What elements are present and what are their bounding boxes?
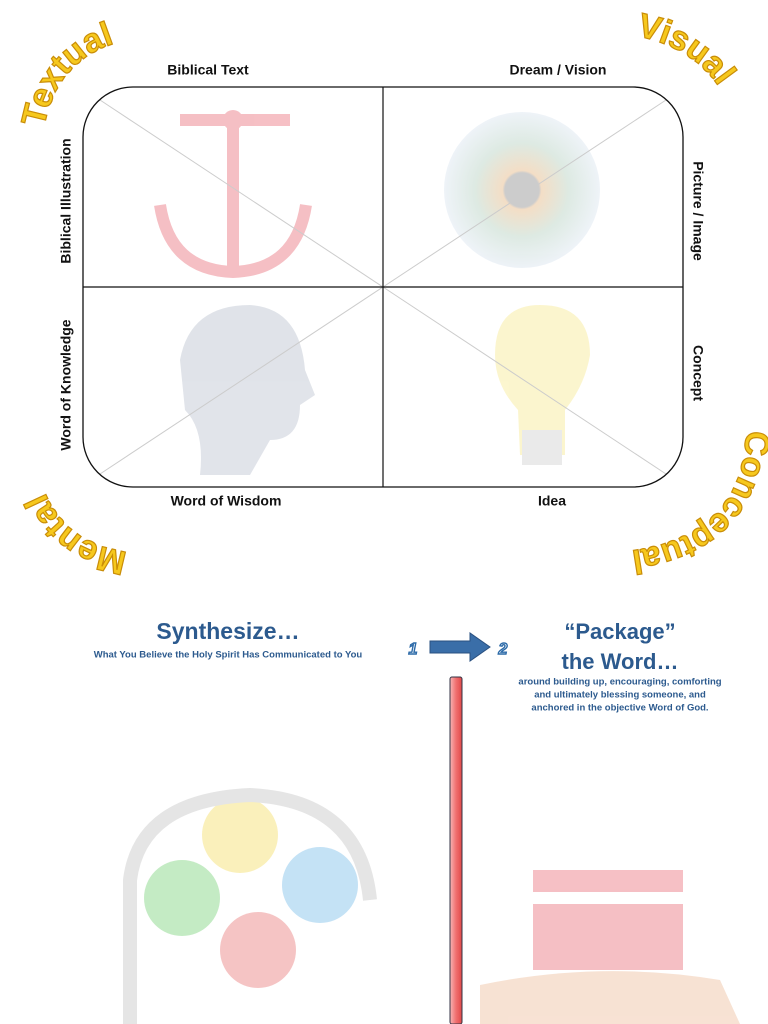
- arrow: [429, 632, 491, 662]
- corner-label: Conceptual: [630, 430, 768, 581]
- quadrant-label: Picture / Image: [690, 161, 706, 261]
- corner-label: Conceptual: [629, 429, 768, 581]
- step-number: 1: [409, 641, 418, 658]
- corner-label: Mental: [18, 489, 130, 582]
- step-subtitle: What You Believe the Holy Spirit Has Com…: [94, 650, 363, 661]
- quadrant-label: Concept: [690, 345, 706, 401]
- step-description: and ultimately blessing someone, and: [534, 690, 706, 701]
- decor: [123, 110, 740, 1024]
- quadrant-frame: [82, 86, 684, 488]
- step-title: Synthesize…: [156, 618, 299, 644]
- corner-label: Textual: [14, 14, 118, 130]
- corner-label: Textual: [15, 15, 118, 130]
- quadrant-label: Biblical Text: [167, 62, 249, 78]
- quadrant-label: Word of Wisdom: [171, 493, 282, 509]
- corner-label: Visual: [634, 6, 744, 92]
- step-title: the Word…: [562, 649, 679, 674]
- step-description: anchored in the objective Word of God.: [531, 703, 708, 714]
- step-description: around building up, encouraging, comfort…: [518, 677, 721, 688]
- corner-label: Mental: [17, 488, 130, 582]
- quadrant-label: Dream / Vision: [509, 62, 606, 78]
- corner-label: Visual: [634, 7, 743, 92]
- step-title: “Package”: [564, 619, 675, 644]
- quadrant-label: Biblical Illustration: [58, 138, 74, 263]
- divider-bar: [449, 676, 463, 1024]
- quadrant-label: Word of Knowledge: [58, 319, 74, 450]
- step-number: 2: [498, 641, 508, 658]
- quadrant-label: Idea: [538, 493, 566, 509]
